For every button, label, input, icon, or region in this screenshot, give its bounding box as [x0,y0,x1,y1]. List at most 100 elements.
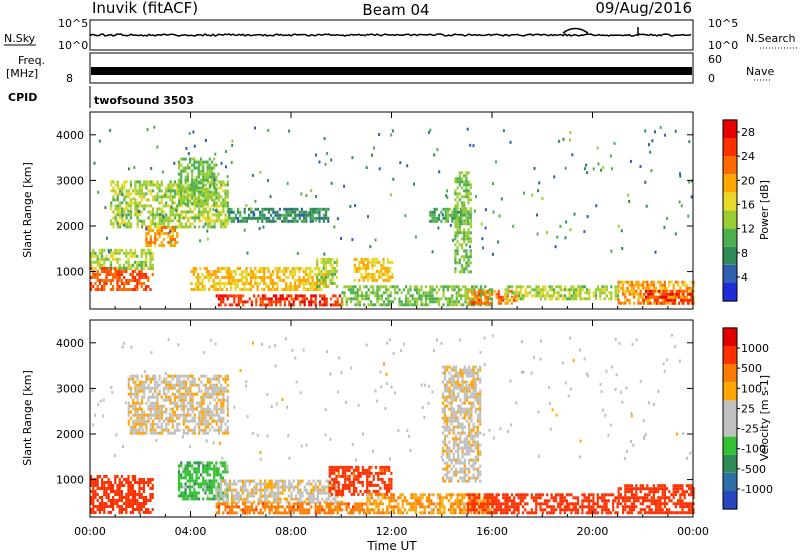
velocity-cell [191,464,194,468]
power-cell [188,199,192,203]
velocity-cell [213,374,216,378]
power-cell [685,295,688,299]
velocity-cell [297,500,300,504]
power-heatmap [90,125,695,307]
power-cell [383,291,386,295]
power-cell [383,300,386,304]
velocity-cell [177,494,181,498]
power-cell [569,228,572,232]
power-cell [226,216,229,220]
power-cell [188,166,192,170]
power-cell [303,297,306,301]
velocity-cell [120,475,123,478]
velocity-cell [343,502,346,506]
velocity-cell [188,488,192,492]
power-cell [579,294,582,298]
power-cell [116,186,119,190]
power-cell [151,210,155,214]
velocity-cell [193,488,196,492]
velocity-cell [125,502,128,505]
power-cell [435,216,438,220]
power-cell [329,278,332,282]
power-cell [460,294,463,298]
power-cell [682,298,685,302]
velocity-cell [319,505,322,509]
velocity-cell [165,395,168,399]
velocity-cell [132,407,135,411]
power-cell [391,260,394,264]
velocity-cell [305,508,308,512]
power-cell [241,288,244,291]
power-cell [685,289,688,293]
velocity-cell [101,487,104,490]
power-cell [234,279,237,282]
velocity-cell [96,508,99,511]
power-cell [537,291,540,295]
power-cell [177,184,181,188]
power-cell [226,180,229,184]
power-cell [173,189,177,193]
velocity-cell [96,505,99,508]
power-cell [326,152,328,155]
power-cell [222,219,225,223]
power-cell [350,300,353,304]
power-cell [112,186,115,190]
velocity-cell [208,479,211,483]
power-cell [214,288,217,291]
power-cell [112,195,115,199]
velocity-cell [131,502,134,505]
velocity-cell [286,500,289,504]
power-cell [108,250,111,254]
power-cell [109,288,112,291]
power-cell [173,216,177,220]
power-cell [206,229,209,233]
power-cell [237,216,240,220]
power-cell [176,186,179,190]
velocity-cell [193,431,196,435]
velocity-cell [140,496,143,499]
velocity-cell [195,461,198,465]
power-cell [177,166,181,170]
velocity-cell [261,494,264,498]
velocity-cell [385,489,389,493]
power-cell [171,189,174,193]
power-cell [195,184,198,188]
power-cell [198,204,201,208]
power-cell [517,291,520,295]
power-cell [465,216,468,220]
power-cell [429,285,432,289]
power-cell [291,285,294,288]
power-cell [120,270,123,273]
power-cell [666,301,669,305]
power-cell [681,283,684,287]
velocity-cell [215,467,218,471]
velocity-cell [187,413,190,417]
power-cell [147,248,150,252]
power-cell [198,219,201,223]
power-cell [318,210,321,214]
power-cell [378,303,381,307]
power-cell [446,213,449,217]
power-cell [123,207,126,211]
velocity-cell [204,470,207,474]
power-cell [309,276,312,279]
power-cell [453,213,456,217]
power-cell [228,213,231,217]
velocity-cell [360,502,363,506]
velocity-cell [178,374,181,378]
power-cell [691,301,694,305]
power-cell [463,204,466,208]
velocity-cell [107,505,110,508]
power-cell [205,276,209,279]
velocity-cell [401,493,404,497]
power-cell [236,267,239,270]
velocity-cell [206,497,209,501]
velocity-cell [224,389,227,393]
power-cell [329,281,332,285]
velocity-cell [125,496,128,499]
velocity-cell [222,419,225,423]
power-cell [171,219,174,223]
velocity-cell [354,508,357,512]
power-cell [533,166,536,170]
power-cell [147,266,150,270]
